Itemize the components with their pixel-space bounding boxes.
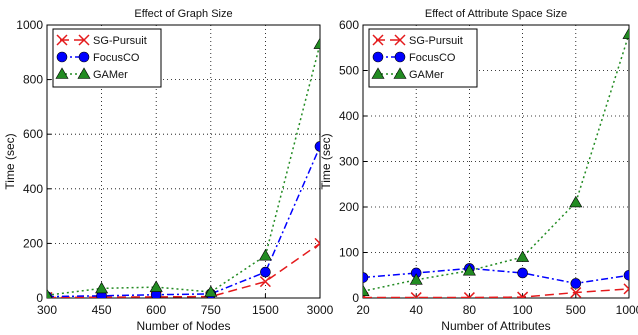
- x-tick-label: 40: [410, 303, 424, 317]
- data-point: [409, 273, 423, 285]
- legend-marker: [371, 67, 385, 79]
- legend-box: [52, 28, 162, 88]
- legend-marker: [372, 34, 384, 46]
- legend: SG-Pursuit FocusCO GAMer: [52, 28, 162, 88]
- series-line: [363, 267, 629, 285]
- legend-label: GAMer: [409, 69, 444, 81]
- data-point: [517, 291, 529, 298]
- series-line: [363, 288, 629, 298]
- legend-label: FocusCO: [93, 52, 140, 64]
- data-point: [314, 237, 320, 249]
- data-point: [363, 272, 369, 283]
- y-tick-label: 0: [352, 291, 359, 305]
- x-tick-label: 80: [463, 303, 477, 317]
- series-gamer: [363, 27, 629, 296]
- legend-marker: [394, 34, 406, 46]
- x-tick-label: 1000: [616, 303, 638, 317]
- data-point: [260, 266, 271, 278]
- data-point: [259, 276, 271, 288]
- series-line: [47, 146, 320, 298]
- data-point: [204, 285, 218, 297]
- legend-marker: [78, 51, 90, 63]
- y-tick-label: 300: [339, 155, 359, 169]
- series-sg-pursuit: [363, 283, 629, 298]
- y-tick-label: 600: [339, 18, 359, 32]
- data-point: [622, 27, 629, 39]
- data-point: [313, 37, 320, 49]
- data-point: [258, 249, 272, 261]
- legend-label: FocusCO: [409, 52, 456, 64]
- y-axis-label: Time (sec): [319, 133, 333, 189]
- legend-marker: [56, 34, 68, 46]
- data-point: [463, 292, 475, 298]
- data-point: [410, 292, 422, 298]
- x-axis-label: Number of Nodes: [136, 319, 230, 333]
- data-point: [149, 280, 163, 292]
- x-axis-label: Number of Attributes: [441, 319, 550, 333]
- x-tick-label: 1500: [252, 303, 279, 317]
- data-point: [516, 250, 530, 262]
- series-gamer: [47, 37, 320, 298]
- x-tick-label: 500: [566, 303, 586, 317]
- y-tick-label: 800: [23, 73, 43, 87]
- x-tick-label: 300: [37, 303, 57, 317]
- x-tick-label: 450: [92, 303, 112, 317]
- y-tick-label: 200: [339, 200, 359, 214]
- series-line: [47, 43, 320, 297]
- x-tick-label: 100: [513, 303, 533, 317]
- x-tick-label: 600: [146, 303, 166, 317]
- legend-marker: [55, 67, 69, 79]
- y-tick-label: 100: [339, 246, 359, 260]
- legend-marker: [372, 51, 384, 63]
- data-point: [314, 141, 320, 152]
- plot-frame: [46, 24, 321, 299]
- y-axis-label: Time (sec): [3, 133, 17, 189]
- data-point: [623, 283, 629, 295]
- data-point: [363, 284, 370, 296]
- y-tick-label: 1000: [16, 18, 43, 32]
- data-point: [570, 278, 582, 289]
- y-tick-label: 200: [23, 236, 43, 250]
- legend-marker: [393, 67, 407, 79]
- chart-1: Effect of Graph Size 300 450 600 750 1500 3000…: [3, 8, 334, 333]
- chart-title: Effect of Attribute Space Size: [425, 8, 567, 20]
- data-point: [462, 264, 476, 276]
- x-tick-label: 3000: [307, 303, 334, 317]
- legend-marker: [78, 34, 90, 46]
- y-tick-label: 400: [339, 109, 359, 123]
- series-focusco: [363, 263, 629, 289]
- series-sg-pursuit: [47, 237, 320, 298]
- series-line: [47, 242, 320, 298]
- y-tick-label: 400: [23, 182, 43, 196]
- legend-box: [368, 28, 478, 88]
- y-tick-label: 0: [36, 291, 43, 305]
- legend: SG-Pursuit FocusCO GAMer: [368, 28, 478, 88]
- legend-marker: [394, 51, 406, 63]
- data-point: [47, 288, 53, 298]
- data-point: [623, 269, 629, 281]
- legend-marker: [56, 51, 68, 63]
- y-tick-label: 600: [23, 127, 43, 141]
- y-tick-label: 500: [339, 64, 359, 78]
- data-point: [517, 267, 528, 279]
- chart-title: Effect of Graph Size: [134, 8, 232, 20]
- chart-2: Effect of Attribute Space Size 20 40 80 100 5…: [319, 8, 638, 333]
- legend-label: SG-Pursuit: [409, 35, 463, 47]
- series-line: [363, 33, 629, 292]
- legend-label: GAMer: [93, 69, 128, 81]
- series-focusco: [47, 141, 320, 298]
- data-point: [569, 195, 583, 208]
- x-tick-label: 20: [356, 303, 370, 317]
- legend-marker: [77, 67, 91, 79]
- x-tick-label: 750: [201, 303, 221, 317]
- data-point: [570, 287, 582, 298]
- legend-label: SG-Pursuit: [93, 35, 147, 47]
- data-point: [95, 281, 109, 294]
